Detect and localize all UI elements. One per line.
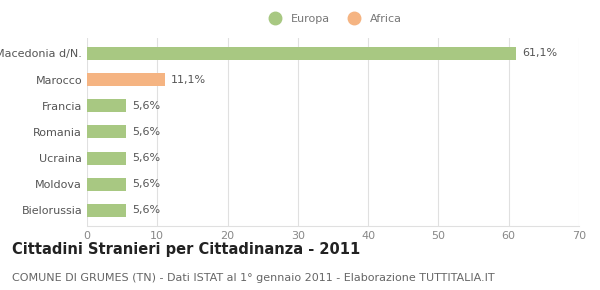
Text: 5,6%: 5,6% (132, 127, 160, 137)
Bar (87, 99, 127, 112)
Text: Cittadini Stranieri per Cittadinanza - 2011: Cittadini Stranieri per Cittadinanza - 2… (12, 242, 360, 257)
Text: 5,6%: 5,6% (132, 101, 160, 111)
Bar (87, 125, 127, 139)
Bar (87, 204, 127, 217)
Text: COMUNE DI GRUMES (TN) - Dati ISTAT al 1° gennaio 2011 - Elaborazione TUTTITALIA.: COMUNE DI GRUMES (TN) - Dati ISTAT al 1°… (12, 273, 494, 283)
Bar (87, 73, 165, 86)
Text: 61,1%: 61,1% (522, 48, 557, 58)
Text: 5,6%: 5,6% (132, 153, 160, 163)
Text: 5,6%: 5,6% (132, 179, 160, 189)
Bar (87, 178, 127, 191)
Legend: Europa, Africa: Europa, Africa (260, 10, 406, 28)
Text: 11,1%: 11,1% (170, 75, 206, 85)
Bar (87, 152, 127, 165)
Bar (87, 47, 517, 60)
Text: 5,6%: 5,6% (132, 206, 160, 215)
